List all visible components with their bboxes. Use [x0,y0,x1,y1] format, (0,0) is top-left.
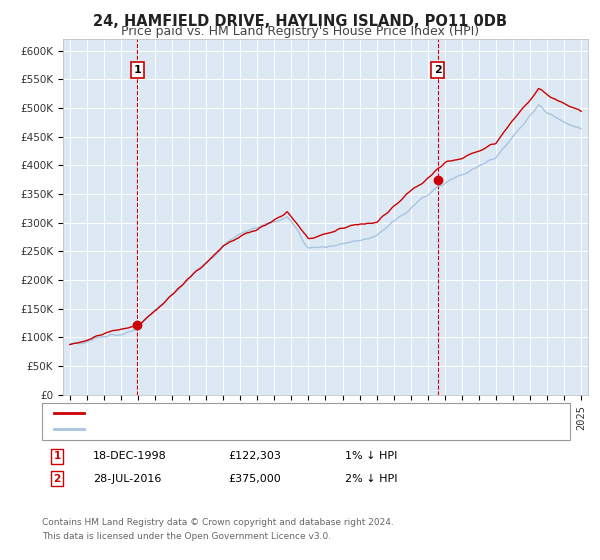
Text: 18-DEC-1998: 18-DEC-1998 [93,451,167,461]
Text: Contains HM Land Registry data © Crown copyright and database right 2024.: Contains HM Land Registry data © Crown c… [42,518,394,527]
Text: HPI: Average price, detached house, Havant: HPI: Average price, detached house, Hava… [90,424,337,435]
Text: £122,303: £122,303 [228,451,281,461]
Text: 2% ↓ HPI: 2% ↓ HPI [345,474,398,484]
Text: 1% ↓ HPI: 1% ↓ HPI [345,451,397,461]
Text: This data is licensed under the Open Government Licence v3.0.: This data is licensed under the Open Gov… [42,532,331,541]
Text: £375,000: £375,000 [228,474,281,484]
Text: 24, HAMFIELD DRIVE, HAYLING ISLAND, PO11 0DB (detached house): 24, HAMFIELD DRIVE, HAYLING ISLAND, PO11… [90,408,471,418]
Text: Price paid vs. HM Land Registry's House Price Index (HPI): Price paid vs. HM Land Registry's House … [121,25,479,38]
Text: 2: 2 [434,65,442,75]
Text: 28-JUL-2016: 28-JUL-2016 [93,474,161,484]
Text: 1: 1 [134,65,142,75]
Text: 24, HAMFIELD DRIVE, HAYLING ISLAND, PO11 0DB: 24, HAMFIELD DRIVE, HAYLING ISLAND, PO11… [93,14,507,29]
Text: 2: 2 [53,474,61,484]
Text: 1: 1 [53,451,61,461]
